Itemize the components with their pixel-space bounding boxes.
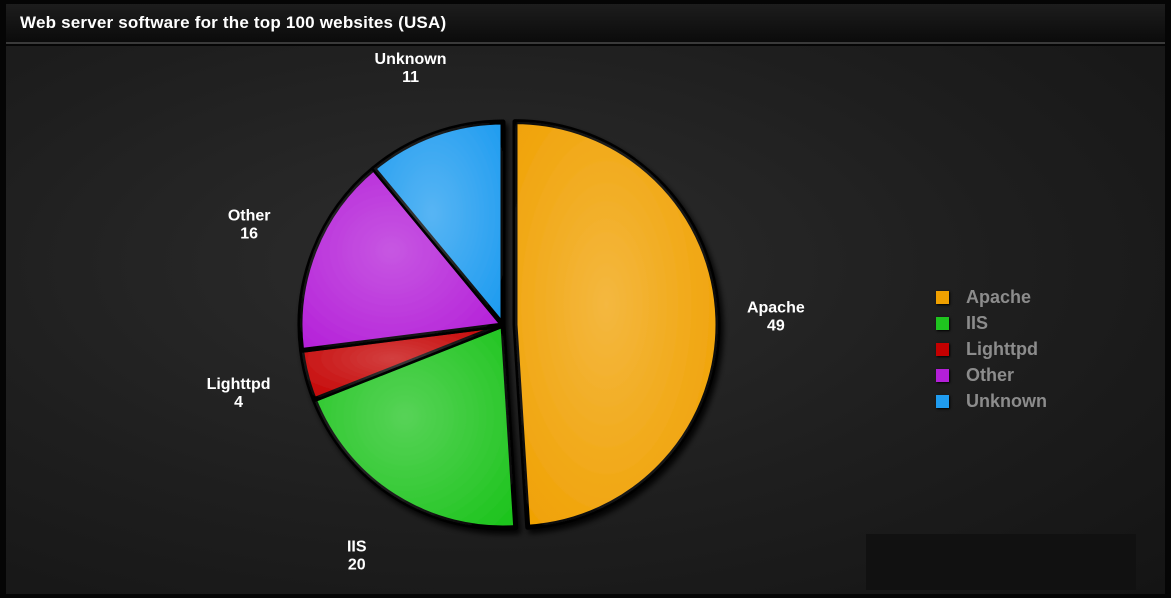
legend-label-lighttpd: Lighttpd (966, 338, 1038, 359)
legend-item-unknown: Unknown (936, 388, 1116, 414)
legend-label-apache: Apache (966, 286, 1032, 307)
slice-value-lighttpd: 4 (234, 394, 243, 411)
legend-swatch-lighttpd (936, 342, 949, 356)
legend-label-unknown: Unknown (966, 390, 1047, 411)
chart-title-bar: Web server software for the top 100 webs… (6, 4, 1165, 44)
pie-slice-gloss-unknown (373, 122, 503, 325)
corner-panel (866, 534, 1136, 590)
slice-label-iis: IIS (347, 539, 367, 556)
legend: Apache IIS Lighttpd Other Unknown (936, 284, 1116, 414)
legend-label-other: Other (966, 364, 1015, 385)
chart-title: Web server software for the top 100 webs… (20, 13, 447, 32)
slice-label-unknown: Unknown (375, 51, 447, 68)
legend-swatch-iis (936, 316, 949, 330)
legend-item-other: Other (936, 362, 1116, 388)
plot-area: Apache 49 IIS 20 Lighttpd 4 Other 16 Unknown 11 A… (6, 46, 1165, 594)
pie-slice-gloss-apache (514, 121, 718, 528)
pie-slices (297, 119, 721, 531)
pie-slice-gloss-lighttpd (301, 325, 503, 400)
legend-label-iis: IIS (966, 312, 989, 333)
legend-item-lighttpd: Lighttpd (936, 336, 1116, 362)
slice-value-iis: 20 (348, 557, 366, 574)
legend-swatch-other (936, 368, 949, 382)
slice-value-apache: 49 (767, 317, 785, 334)
legend-swatch-apache (936, 290, 949, 304)
pie-slice-gloss-iis (314, 325, 516, 528)
legend-item-apache: Apache (936, 284, 1116, 310)
pie-slice-gloss-other (300, 168, 503, 351)
slice-value-other: 16 (240, 226, 258, 243)
slice-value-unknown: 11 (402, 69, 419, 86)
legend-item-iis: IIS (936, 310, 1116, 336)
legend-swatch-unknown (936, 394, 949, 408)
slice-label-apache: Apache (747, 299, 805, 316)
slice-label-other: Other (228, 208, 271, 225)
slice-label-lighttpd: Lighttpd (207, 376, 271, 393)
